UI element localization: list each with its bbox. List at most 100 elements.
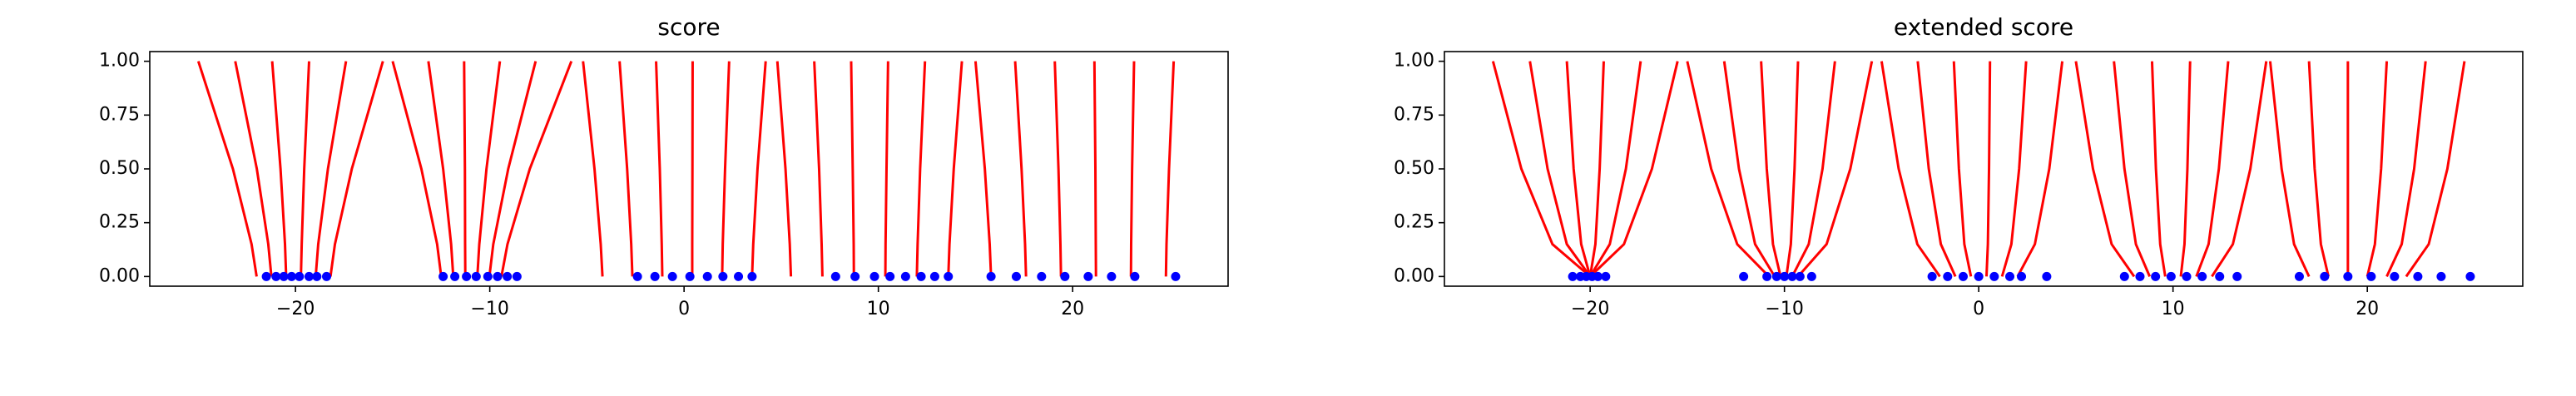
point [929, 271, 939, 281]
curve [655, 61, 664, 277]
curve [2385, 61, 2427, 277]
curve [488, 61, 537, 277]
point [2017, 271, 2027, 281]
point [986, 271, 996, 281]
curve [1916, 61, 1957, 277]
curve [1092, 61, 1097, 277]
y-tick-label: 0.00 [1394, 265, 1434, 286]
point [1037, 271, 1047, 281]
curve [1722, 61, 1776, 278]
point [900, 271, 910, 281]
point [718, 271, 728, 281]
point [747, 271, 757, 281]
curve [1880, 61, 1941, 278]
curve [2211, 61, 2268, 278]
point [493, 271, 503, 281]
curve [1491, 61, 1592, 278]
point [2197, 271, 2207, 281]
x-tick-label: 10 [867, 299, 890, 319]
curve [1796, 61, 1874, 278]
curve [463, 61, 467, 277]
curve [973, 61, 993, 277]
point [261, 271, 271, 281]
curve [1985, 61, 1992, 277]
point [1083, 271, 1093, 281]
curve [721, 61, 731, 277]
x-tick-label: 0 [678, 299, 690, 319]
point [1568, 271, 1578, 281]
point [850, 271, 860, 281]
point [271, 271, 281, 281]
curve [1760, 61, 1782, 277]
curve [1565, 61, 1592, 277]
point [483, 271, 493, 281]
subplot-title: score [657, 13, 720, 41]
curve [2179, 61, 2192, 277]
y-tick-label: 0.75 [99, 104, 140, 125]
point [2465, 271, 2475, 281]
point [304, 271, 314, 281]
point [869, 271, 879, 281]
curve [270, 61, 288, 277]
point [1806, 271, 1816, 281]
y-tick-label: 1.00 [99, 51, 140, 72]
y-tick-label: 0.00 [99, 265, 140, 286]
curve [2268, 61, 2311, 277]
curve [884, 61, 889, 277]
subplot: score −20 −10 0 10 20 0.00 0.25 0.50 0.75 1.00 [99, 13, 1229, 319]
point [916, 271, 926, 281]
point [286, 271, 296, 281]
point [702, 271, 712, 281]
point [632, 271, 642, 281]
curve [1588, 61, 1605, 277]
point [438, 271, 448, 281]
plot-area [1491, 61, 2475, 281]
point [885, 271, 895, 281]
curve [915, 61, 927, 277]
point [2232, 271, 2242, 281]
point [830, 271, 840, 281]
x-tick-label: −20 [1571, 299, 1609, 319]
curve [476, 61, 502, 277]
point [450, 271, 460, 281]
x-tick-label: 10 [2162, 299, 2185, 319]
x-tick-label: 0 [1973, 299, 1984, 319]
curve [2365, 61, 2389, 277]
curve [813, 61, 824, 277]
curve [1686, 61, 1771, 278]
curve [196, 61, 258, 277]
axes-frame [149, 51, 1229, 287]
curve [2150, 61, 2167, 277]
point [2119, 271, 2129, 281]
x-tick-label: −10 [470, 299, 508, 319]
curve [2195, 61, 2230, 277]
point [2294, 271, 2304, 281]
point [1958, 271, 1968, 281]
curve [2307, 61, 2330, 277]
curve [1952, 61, 1973, 277]
point [2413, 271, 2423, 281]
point [2215, 271, 2225, 281]
point [1593, 271, 1603, 281]
point [1943, 271, 1953, 281]
point [2042, 271, 2052, 281]
x-tick-label: 20 [2356, 299, 2379, 319]
curve [1791, 61, 1836, 278]
y-tick-label: 0.25 [1394, 212, 1434, 233]
point [944, 271, 954, 281]
point [2436, 271, 2446, 281]
point [685, 271, 695, 281]
curve [427, 61, 455, 277]
point [1739, 271, 1749, 281]
curve [2000, 61, 2028, 277]
point [1787, 271, 1797, 281]
point [734, 271, 744, 281]
point [279, 271, 289, 281]
curve [1588, 61, 1642, 278]
point [462, 271, 472, 281]
x-tick-label: −10 [1765, 299, 1803, 319]
y-tick-label: 0.25 [99, 212, 140, 233]
point [1601, 271, 1611, 281]
curve [1164, 61, 1176, 277]
curve [2405, 61, 2466, 278]
